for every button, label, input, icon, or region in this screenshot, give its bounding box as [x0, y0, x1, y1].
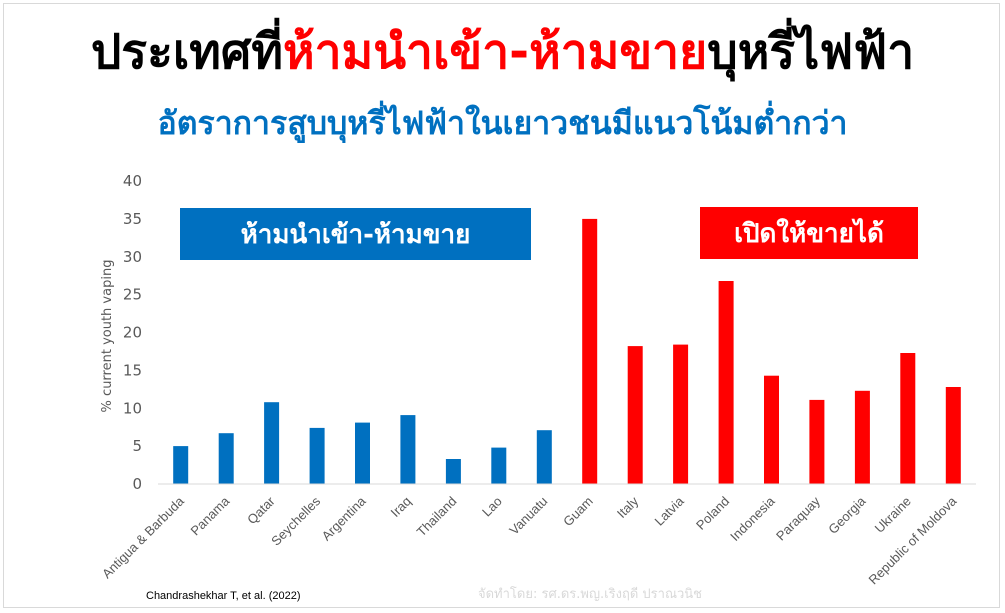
- bar-series: [173, 218, 961, 484]
- y-axis: 0 5 10 15 20 25 30 35 40 % current youth vaping: [100, 172, 142, 493]
- x-tick-label: Argentina: [319, 493, 370, 544]
- y-tick-label: 0: [132, 475, 142, 493]
- bar-republic-of-moldova: [945, 387, 961, 484]
- bar-guam: [582, 218, 598, 484]
- y-tick-label: 15: [123, 361, 142, 379]
- y-tick-label: 40: [123, 172, 142, 190]
- bar-thailand: [445, 459, 461, 484]
- x-tick-label: Italy: [614, 493, 642, 521]
- bar-georgia: [854, 390, 870, 484]
- slide-title: ประเทศที่ห้ามนำเข้า-ห้ามขายบุหรี่ไฟฟ้า: [0, 22, 1005, 82]
- y-tick-label: 30: [123, 248, 142, 266]
- bar-poland: [718, 281, 734, 484]
- x-tick-label: Panama: [187, 493, 232, 538]
- x-tick-label: Thailand: [414, 494, 460, 540]
- bar-lao: [491, 447, 507, 484]
- bar-seychelles: [309, 427, 325, 484]
- title-highlight: ห้ามนำเข้า-ห้ามขาย: [283, 24, 708, 80]
- bar-italy: [627, 346, 643, 484]
- legend: ห้ามนำเข้า-ห้ามขาย เปิดให้ขายได้: [180, 207, 918, 260]
- y-tick-label: 35: [123, 210, 142, 228]
- credit-watermark: จัดทำโดย: รศ.ดร.พญ.เริงฤดี ปราณวนิช: [478, 587, 703, 602]
- bar-vanuatu: [536, 430, 552, 484]
- x-tick-label: Qatar: [244, 493, 278, 527]
- x-tick-label: Latvia: [652, 493, 688, 529]
- title-part2: บุหรี่ไฟฟ้า: [707, 24, 915, 80]
- x-tick-label: Vanuatu: [506, 494, 550, 538]
- x-tick-label: Republic of Moldova: [866, 493, 960, 587]
- x-tick-label: Poland: [693, 494, 732, 533]
- x-tick-label: Antigua & Barbuda: [99, 493, 187, 581]
- bar-antigua-barbuda: [173, 446, 189, 484]
- y-axis-label: % current youth vaping: [100, 260, 115, 413]
- y-tick-label: 5: [132, 437, 142, 455]
- x-tick-label: Paraquay: [773, 493, 823, 543]
- legend-label-ban: ห้ามนำเข้า-ห้ามขาย: [241, 220, 471, 250]
- y-tick-label: 20: [123, 324, 142, 342]
- x-tick-label: Guam: [560, 494, 596, 530]
- bar-latvia: [673, 344, 689, 484]
- bar-iraq: [400, 415, 416, 484]
- slide-frame: [3, 3, 1000, 608]
- x-tick-label: Ukraine: [872, 494, 914, 536]
- legend-box-allowed: [700, 207, 918, 259]
- bar-indonesia: [764, 375, 779, 484]
- y-tick-label: 10: [123, 399, 142, 417]
- slide-subtitle: อัตราการสูบบุหรี่ไฟฟ้าในเยาวชนมีแนวโน้มต…: [157, 104, 848, 142]
- bar-paraquay: [809, 399, 825, 484]
- x-tick-label: Iraq: [388, 494, 414, 520]
- x-tick-label: Georgia: [825, 493, 869, 537]
- legend-label-allowed: เปิดให้ขายได้: [734, 217, 884, 249]
- y-tick-label: 25: [123, 286, 142, 304]
- x-tick-label: Seychelles: [268, 493, 323, 548]
- x-axis: Antigua & Barbuda Panama QatarSeychellesAr…: [99, 483, 976, 587]
- title-part1: ประเทศที่: [90, 24, 283, 80]
- x-tick-label: Indonesia: [727, 493, 778, 544]
- bar-panama: [218, 433, 234, 484]
- bar-ukraine: [900, 353, 916, 484]
- bar-qatar: [264, 402, 280, 484]
- source-citation: Chandrashekhar T, et al. (2022): [146, 590, 301, 602]
- legend-box-ban: [180, 208, 531, 260]
- bar-argentina: [355, 422, 370, 484]
- x-tick-label: Lao: [479, 494, 505, 520]
